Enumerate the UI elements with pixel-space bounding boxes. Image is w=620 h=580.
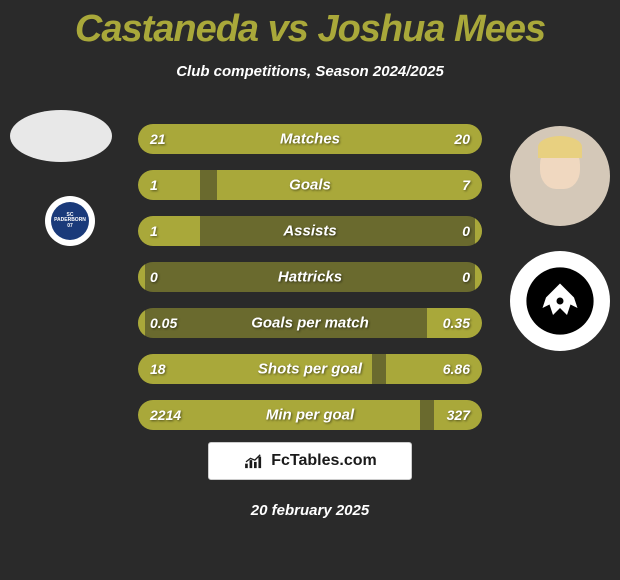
stat-bar-left [138, 308, 145, 338]
stat-bar-left [138, 262, 145, 292]
stat-value-right: 7 [462, 177, 470, 193]
stat-value-right: 327 [447, 407, 470, 423]
stat-row: 21 20 Matches [138, 124, 482, 154]
stat-label: Min per goal [266, 407, 354, 424]
stat-bar-right [475, 216, 482, 246]
stat-bar-right [217, 170, 482, 200]
stat-bar-left [138, 170, 200, 200]
brand-badge[interactable]: FcTables.com [208, 442, 412, 480]
stat-label: Shots per goal [258, 361, 362, 378]
stat-value-right: 0 [462, 223, 470, 239]
stat-value-left: 0.05 [150, 315, 177, 331]
stat-value-left: 1 [150, 177, 158, 193]
stat-bar-right [475, 262, 482, 292]
eagle-icon [520, 261, 600, 341]
stat-row: 1 0 Assists [138, 216, 482, 246]
stat-value-right: 0 [462, 269, 470, 285]
stat-value-right: 0.35 [443, 315, 470, 331]
stat-value-right: 20 [454, 131, 470, 147]
stat-label: Hattricks [278, 269, 342, 286]
stat-row: 1 7 Goals [138, 170, 482, 200]
stat-value-right: 6.86 [443, 361, 470, 377]
chart-icon [243, 453, 265, 469]
stat-row: 0 0 Hattricks [138, 262, 482, 292]
player-right-avatar [510, 126, 610, 226]
club-left-inner: SC PADERBORN 07 [51, 202, 89, 240]
stat-value-left: 2214 [150, 407, 181, 423]
stat-row: 2214 327 Min per goal [138, 400, 482, 430]
stat-value-left: 18 [150, 361, 166, 377]
player-left-avatar [10, 110, 112, 162]
stat-value-left: 0 [150, 269, 158, 285]
comparison-subtitle: Club competitions, Season 2024/2025 [0, 63, 620, 80]
stat-value-left: 1 [150, 223, 158, 239]
stat-label: Matches [280, 131, 340, 148]
stat-row: 0.05 0.35 Goals per match [138, 308, 482, 338]
stat-label: Goals per match [251, 315, 369, 332]
brand-text: FcTables.com [271, 452, 377, 470]
stat-label: Assists [283, 223, 336, 240]
club-left-badge: SC PADERBORN 07 [45, 196, 95, 246]
comparison-title: Castaneda vs Joshua Mees [0, 0, 620, 51]
stat-bar-left [138, 216, 200, 246]
stat-row: 18 6.86 Shots per goal [138, 354, 482, 384]
stat-label: Goals [289, 177, 331, 194]
club-right-badge [510, 251, 610, 351]
date-label: 20 february 2025 [251, 502, 369, 519]
stat-value-left: 21 [150, 131, 166, 147]
stats-container: 21 20 Matches 1 7 Goals 1 0 Assists 0 0 Hattricks 0.… [138, 124, 482, 446]
